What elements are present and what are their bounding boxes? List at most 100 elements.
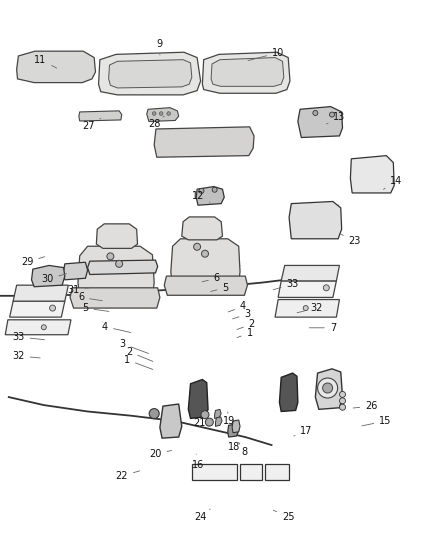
Polygon shape	[78, 246, 154, 305]
Text: 5: 5	[211, 283, 229, 293]
Circle shape	[318, 378, 338, 398]
Text: 13: 13	[327, 112, 346, 124]
Circle shape	[116, 260, 123, 268]
Circle shape	[49, 305, 56, 311]
Text: 2: 2	[237, 319, 255, 329]
Text: 22: 22	[116, 471, 140, 481]
Text: 5: 5	[82, 303, 109, 313]
Text: 26: 26	[353, 401, 378, 411]
Text: 11: 11	[34, 55, 57, 68]
Polygon shape	[79, 111, 122, 121]
Polygon shape	[171, 239, 240, 292]
Polygon shape	[5, 320, 71, 335]
Polygon shape	[279, 373, 298, 411]
Text: 7: 7	[309, 323, 336, 333]
Polygon shape	[278, 281, 336, 297]
Polygon shape	[228, 424, 239, 437]
Text: 6: 6	[78, 293, 102, 302]
Text: 28: 28	[148, 116, 164, 128]
Polygon shape	[211, 58, 284, 86]
Text: 2: 2	[126, 347, 153, 361]
Polygon shape	[192, 464, 237, 480]
Text: 4: 4	[228, 302, 246, 312]
Polygon shape	[160, 404, 182, 438]
Polygon shape	[10, 301, 65, 317]
Text: 12: 12	[192, 191, 210, 203]
Text: 33: 33	[12, 332, 45, 342]
Circle shape	[339, 398, 346, 404]
Text: 20: 20	[149, 449, 172, 459]
Circle shape	[323, 285, 329, 291]
Circle shape	[149, 409, 159, 418]
Text: 16: 16	[192, 454, 204, 470]
Polygon shape	[32, 265, 65, 287]
Text: 14: 14	[383, 176, 403, 189]
Polygon shape	[88, 260, 158, 274]
Text: 18: 18	[228, 436, 240, 451]
Circle shape	[194, 243, 201, 251]
Text: 27: 27	[82, 118, 101, 131]
Circle shape	[201, 250, 208, 257]
Polygon shape	[232, 420, 240, 433]
Circle shape	[167, 112, 170, 115]
Text: 23: 23	[340, 233, 361, 246]
Circle shape	[212, 187, 217, 192]
Polygon shape	[350, 156, 394, 193]
Polygon shape	[17, 51, 95, 83]
Circle shape	[107, 253, 114, 260]
Circle shape	[199, 188, 204, 193]
Polygon shape	[96, 224, 138, 248]
Text: 32: 32	[12, 351, 40, 361]
Circle shape	[152, 112, 156, 115]
Text: 8: 8	[239, 442, 247, 457]
Polygon shape	[13, 285, 68, 301]
Circle shape	[41, 325, 46, 330]
Text: 6: 6	[202, 273, 220, 283]
Polygon shape	[215, 417, 222, 426]
Polygon shape	[64, 262, 88, 280]
Polygon shape	[289, 201, 342, 239]
Text: 10: 10	[248, 48, 284, 61]
Text: 9: 9	[157, 39, 163, 55]
Polygon shape	[109, 60, 192, 88]
Text: 17: 17	[294, 426, 313, 436]
Circle shape	[201, 410, 209, 419]
Text: 25: 25	[273, 510, 294, 522]
Polygon shape	[215, 409, 221, 418]
Polygon shape	[164, 276, 247, 295]
Text: 24: 24	[194, 509, 210, 522]
Polygon shape	[188, 379, 208, 418]
Polygon shape	[265, 464, 289, 480]
Text: 21: 21	[193, 415, 208, 427]
Text: 3: 3	[233, 309, 251, 319]
Polygon shape	[154, 127, 254, 157]
Circle shape	[205, 418, 213, 426]
Polygon shape	[275, 300, 339, 317]
Polygon shape	[315, 369, 343, 409]
Text: 15: 15	[362, 416, 392, 426]
Circle shape	[159, 112, 163, 115]
Polygon shape	[99, 52, 201, 95]
Text: 32: 32	[297, 303, 322, 313]
Circle shape	[323, 383, 332, 393]
Circle shape	[313, 110, 318, 116]
Text: 4: 4	[102, 322, 131, 333]
Polygon shape	[196, 187, 224, 205]
Polygon shape	[70, 288, 160, 308]
Text: 1: 1	[124, 355, 153, 369]
Text: 29: 29	[21, 257, 45, 267]
Text: 19: 19	[223, 412, 235, 426]
Polygon shape	[182, 217, 223, 240]
Circle shape	[303, 305, 308, 311]
Text: 3: 3	[120, 339, 148, 353]
Circle shape	[339, 404, 346, 410]
Polygon shape	[147, 108, 179, 122]
Polygon shape	[202, 52, 290, 93]
Circle shape	[339, 391, 346, 398]
Text: 1: 1	[237, 328, 253, 338]
Text: 30: 30	[41, 273, 67, 284]
Text: 31: 31	[67, 286, 92, 295]
Polygon shape	[240, 464, 262, 480]
Polygon shape	[298, 107, 343, 138]
Polygon shape	[281, 265, 339, 281]
